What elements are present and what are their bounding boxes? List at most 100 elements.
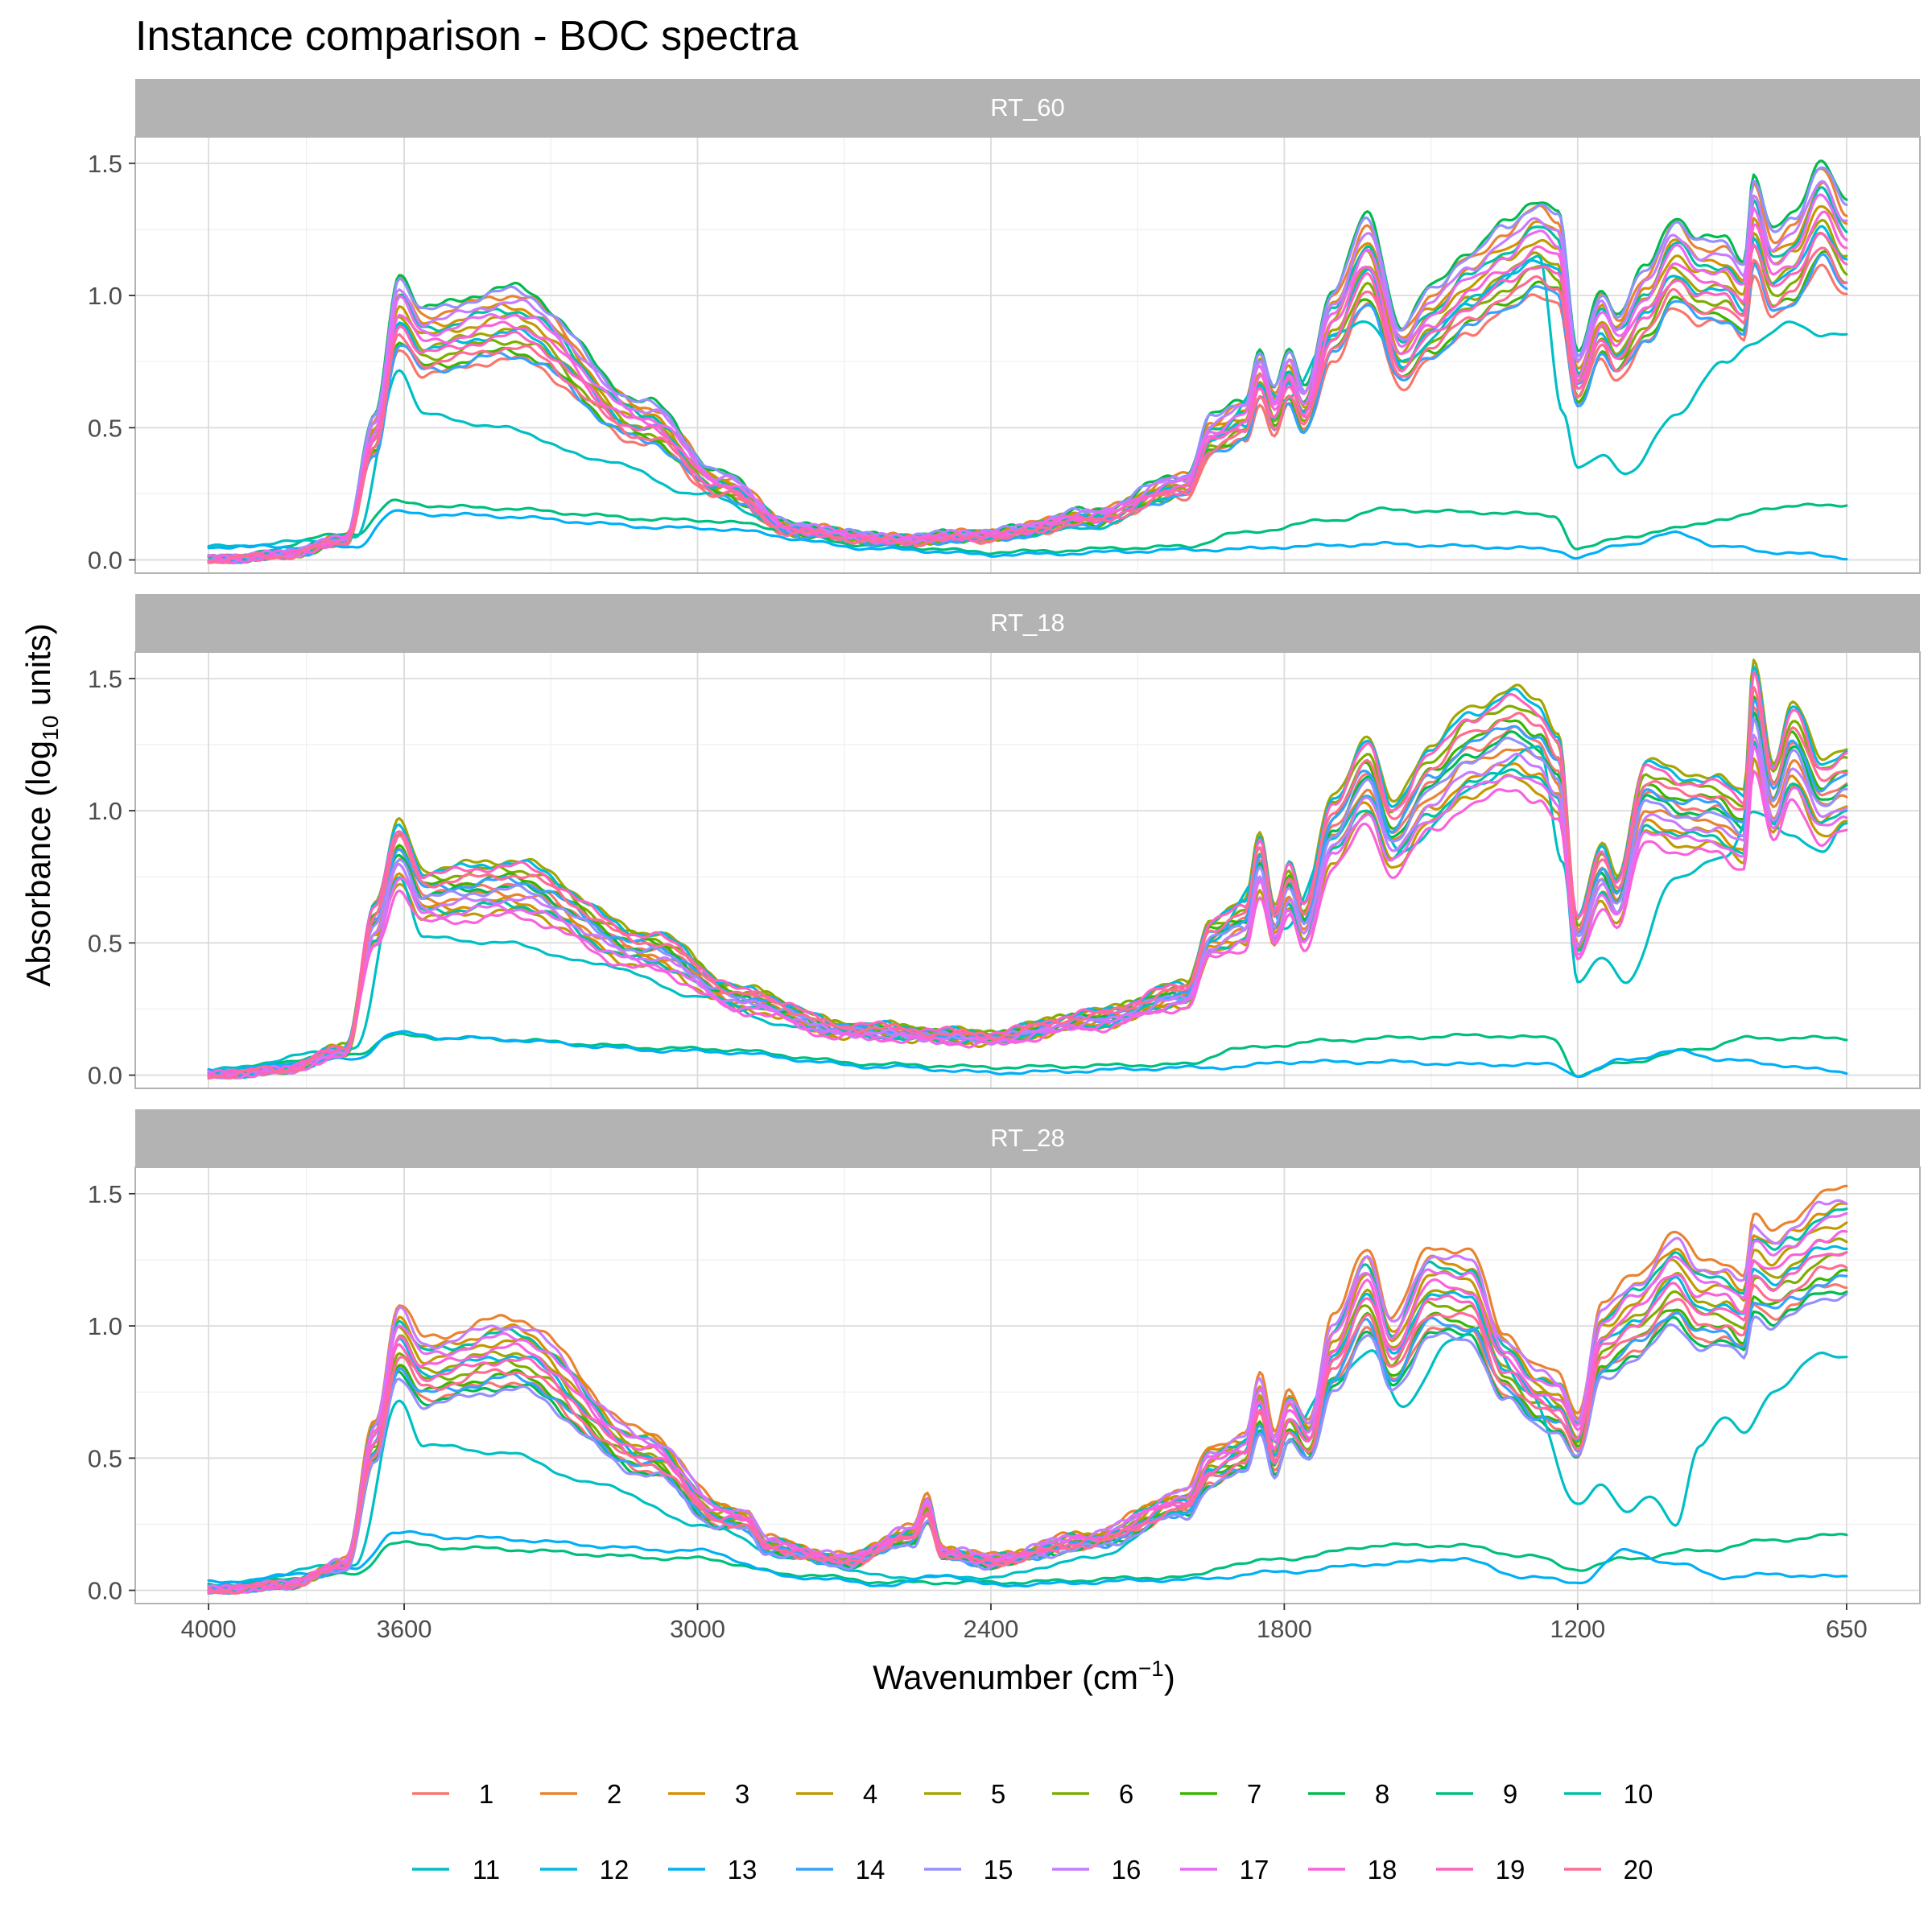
y-axis-title: Absorbance (log10 units) — [19, 623, 63, 986]
legend-label: 9 — [1503, 1779, 1517, 1809]
x-axis-title: Wavenumber (cm−1) — [873, 1656, 1175, 1696]
legend-item-20: 20 — [1564, 1855, 1653, 1885]
facet-rt-18: RT_18 0.0 0.5 1.0 1.5 — [88, 594, 1921, 1090]
legend-label: 2 — [607, 1779, 621, 1809]
legend-item-5: 5 — [924, 1779, 1005, 1809]
y-tick-label: 0.5 — [88, 414, 122, 442]
legend-item-16: 16 — [1052, 1855, 1141, 1885]
y-tick-label: 1.5 — [88, 1180, 122, 1208]
legend-label: 12 — [600, 1855, 630, 1885]
panel-background — [135, 1167, 1920, 1604]
series-line-9 — [207, 498, 1848, 563]
legend-label: 16 — [1112, 1855, 1141, 1885]
panel-border — [134, 1166, 1921, 1604]
facet-strip — [135, 594, 1920, 652]
panel-background — [135, 137, 1920, 573]
series-line-9 — [207, 1533, 1848, 1587]
series-line-18 — [207, 770, 1848, 1079]
series-line-19 — [207, 1250, 1848, 1595]
series-line-13 — [207, 509, 1848, 561]
series-line-20 — [207, 246, 1848, 564]
series-line-11 — [207, 1325, 1848, 1587]
legend-label: 14 — [856, 1855, 886, 1885]
y-axis-title-rest: units) — [19, 623, 57, 715]
legend-label: 6 — [1119, 1779, 1133, 1809]
legend-item-10: 10 — [1564, 1779, 1653, 1809]
y-tick-label: 0.5 — [88, 1444, 122, 1472]
legend-item-17: 17 — [1180, 1855, 1269, 1885]
x-axis-title-main: Wavenumber (cm — [873, 1658, 1138, 1696]
legend-label: 7 — [1247, 1779, 1261, 1809]
y-tick-label: 1.5 — [88, 665, 122, 693]
legend-item-13: 13 — [668, 1855, 757, 1885]
facet-strip-label: RT_60 — [990, 93, 1065, 122]
x-tick-label: 2400 — [963, 1615, 1018, 1643]
y-axis-title-main: Absorbance (log — [19, 741, 57, 987]
x-axis-title-close: ) — [1164, 1658, 1175, 1696]
y-tick-label: 1.0 — [88, 797, 122, 825]
series-line-19 — [207, 232, 1848, 564]
legend-item-3: 3 — [668, 1779, 749, 1809]
legend-label: 4 — [863, 1779, 877, 1809]
y-tick-label: 1.0 — [88, 1312, 122, 1340]
series-lines — [207, 1184, 1848, 1596]
x-tick-label: 1200 — [1550, 1615, 1605, 1643]
legend-item-1: 1 — [412, 1779, 493, 1809]
legend-item-4: 4 — [796, 1779, 877, 1809]
legend-label: 19 — [1496, 1855, 1525, 1885]
x-axis-title-superscript: −1 — [1138, 1656, 1164, 1681]
x-tick-label: 3600 — [377, 1615, 432, 1643]
legend-item-18: 18 — [1308, 1855, 1397, 1885]
legend-item-19: 19 — [1436, 1855, 1525, 1885]
y-tick-label: 0.0 — [88, 1062, 122, 1090]
panel-border — [134, 136, 1921, 574]
series-line-14 — [207, 253, 1848, 564]
x-tick-label: 650 — [1826, 1615, 1868, 1643]
series-line-13 — [207, 1030, 1848, 1079]
facet-strip-label: RT_28 — [990, 1124, 1065, 1152]
x-tick-label: 1800 — [1257, 1615, 1312, 1643]
legend-label: 15 — [984, 1855, 1013, 1885]
series-line-13 — [207, 1530, 1848, 1588]
series-lines — [207, 658, 1848, 1080]
x-axis: 4000 3600 3000 2400 1800 1200 650 — [181, 1604, 1868, 1643]
legend-label: 20 — [1624, 1855, 1653, 1885]
legend-item-6: 6 — [1052, 1779, 1133, 1809]
chart-title: Instance comparison - BOC spectra — [135, 13, 799, 60]
series-line-20 — [207, 1264, 1848, 1595]
legend-item-2: 2 — [540, 1779, 621, 1809]
series-lines — [207, 159, 1848, 565]
legend-label: 17 — [1240, 1855, 1269, 1885]
panel-border — [134, 651, 1921, 1089]
legend-label: 11 — [473, 1855, 500, 1885]
x-tick-label: 4000 — [181, 1615, 237, 1643]
y-axis-title-subscript: 10 — [38, 716, 63, 741]
legend-item-15: 15 — [924, 1855, 1013, 1885]
legend-item-7: 7 — [1180, 1779, 1261, 1809]
y-tick-label: 0.0 — [88, 1577, 122, 1605]
series-line-18 — [207, 1229, 1848, 1594]
legend-label: 5 — [991, 1779, 1005, 1809]
legend-label: 1 — [479, 1779, 493, 1809]
facet-strip-label: RT_18 — [990, 609, 1065, 637]
series-line-20 — [207, 686, 1848, 1080]
x-tick-label: 3000 — [670, 1615, 725, 1643]
legend-item-14: 14 — [796, 1855, 885, 1885]
y-tick-label: 0.0 — [88, 547, 122, 575]
y-tick-label: 1.5 — [88, 150, 122, 178]
series-line-16 — [207, 1199, 1848, 1595]
legend-item-8: 8 — [1308, 1779, 1389, 1809]
legend-item-11: 11 — [412, 1855, 500, 1885]
legend-label: 18 — [1368, 1855, 1397, 1885]
y-tick-label: 1.0 — [88, 282, 122, 310]
legend-label: 10 — [1624, 1779, 1653, 1809]
y-tick-label: 0.5 — [88, 929, 122, 957]
legend-item-12: 12 — [540, 1855, 629, 1885]
facet-panels: RT_60 0.0 0.5 1.0 1.5 RT_18 0.0 0.5 1.0 1.5 RT_28 0… — [88, 79, 1921, 1605]
legend-label: 13 — [728, 1855, 758, 1885]
legend-label: 3 — [735, 1779, 749, 1809]
legend-item-9: 9 — [1436, 1779, 1517, 1809]
legend-label: 8 — [1375, 1779, 1389, 1809]
